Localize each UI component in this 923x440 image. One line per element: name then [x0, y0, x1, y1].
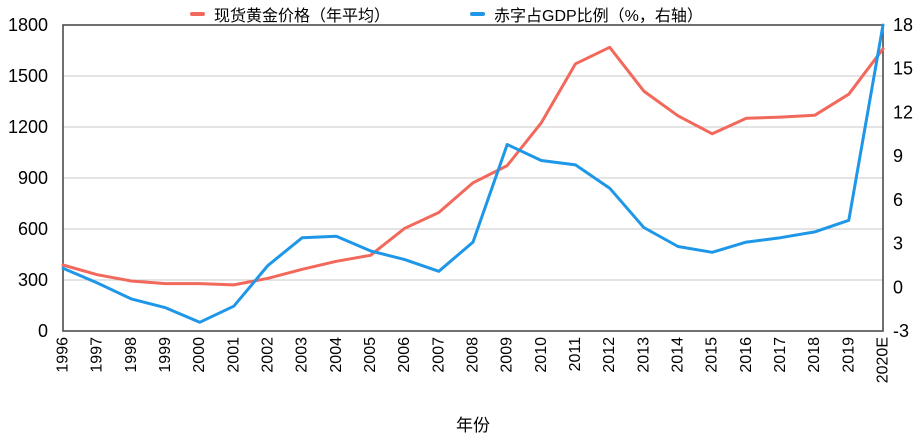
- x-axis-tick-label: 2020E: [875, 337, 892, 383]
- x-axis-tick-label: 2019: [840, 337, 857, 373]
- x-axis-tick-label: 2001: [225, 337, 242, 373]
- legend-item-gold-price[interactable]: 现货黄金价格（年平均）: [190, 3, 390, 25]
- left-axis-tick-label: 1500: [8, 66, 48, 86]
- right-axis-tick-label: 0: [893, 277, 903, 297]
- x-axis-tick-label: 1998: [123, 337, 140, 373]
- plot-border: [62, 24, 884, 332]
- legend-swatch-deficit-line: [470, 12, 485, 16]
- x-axis-tick-label: 2016: [738, 337, 755, 373]
- x-axis-tick-label: 2004: [328, 337, 345, 373]
- x-axis-tick-label: 2014: [670, 337, 687, 373]
- x-axis-tick-label: 2006: [396, 337, 413, 373]
- x-axis-tick-label: 2000: [191, 337, 208, 373]
- x-axis-tick-label: 2013: [635, 337, 652, 373]
- right-axis-tick-label: 3: [893, 234, 903, 254]
- x-axis-tick-label: 2018: [806, 337, 823, 373]
- x-axis-tick-label: 2003: [294, 337, 311, 373]
- x-axis-tick-label: 2009: [499, 337, 516, 373]
- legend-label-gold-price: 现货黄金价格（年平均）: [214, 8, 391, 25]
- series-line-1: [61, 23, 885, 324]
- x-axis-tick-label: 2007: [430, 337, 447, 373]
- legend-swatch-gold-line: [190, 12, 205, 16]
- x-axis-tick-label: 1997: [89, 337, 106, 373]
- x-axis-tick-label: 2010: [533, 337, 550, 373]
- x-axis-tick-label: 2017: [772, 337, 789, 373]
- right-axis-tick-label: 18: [893, 15, 913, 35]
- x-axis-tick-label: 1996: [55, 337, 72, 373]
- right-axis-tick-label: 15: [893, 59, 913, 79]
- right-axis-tick-label: 12: [893, 102, 913, 122]
- x-axis-tick-label: 2011: [567, 337, 584, 372]
- left-axis-tick-label: 300: [18, 270, 48, 290]
- x-axis-tick-label: 2005: [362, 337, 379, 373]
- right-axis-tick-label: 6: [893, 190, 903, 210]
- left-axis-tick-label: 900: [18, 168, 48, 188]
- x-axis-title: 年份: [456, 416, 490, 435]
- left-axis-tick-label: 600: [18, 219, 48, 239]
- legend-label-deficit-gdp: 赤字占GDP比例（%，右轴）: [494, 8, 703, 25]
- left-axis-tick-label: 1800: [8, 15, 48, 35]
- x-axis-tick-label: 2012: [601, 337, 618, 373]
- x-axis-tick-label: 2015: [704, 337, 721, 373]
- x-axis-tick-label: 2002: [260, 337, 277, 373]
- left-axis-tick-label: 0: [38, 321, 48, 341]
- right-axis-tick-label: 9: [893, 146, 903, 166]
- chart-legend: 现货黄金价格（年平均） 赤字占GDP比例（%，右轴）: [0, 3, 923, 25]
- x-axis-tick-label: 1999: [157, 337, 174, 373]
- legend-item-deficit-gdp[interactable]: 赤字占GDP比例（%，右轴）: [470, 3, 703, 25]
- right-axis-tick-label: -3: [893, 321, 909, 341]
- x-axis-tick-label: 2008: [465, 337, 482, 373]
- left-axis-tick-label: 1200: [8, 117, 48, 137]
- series-line-0: [61, 45, 885, 287]
